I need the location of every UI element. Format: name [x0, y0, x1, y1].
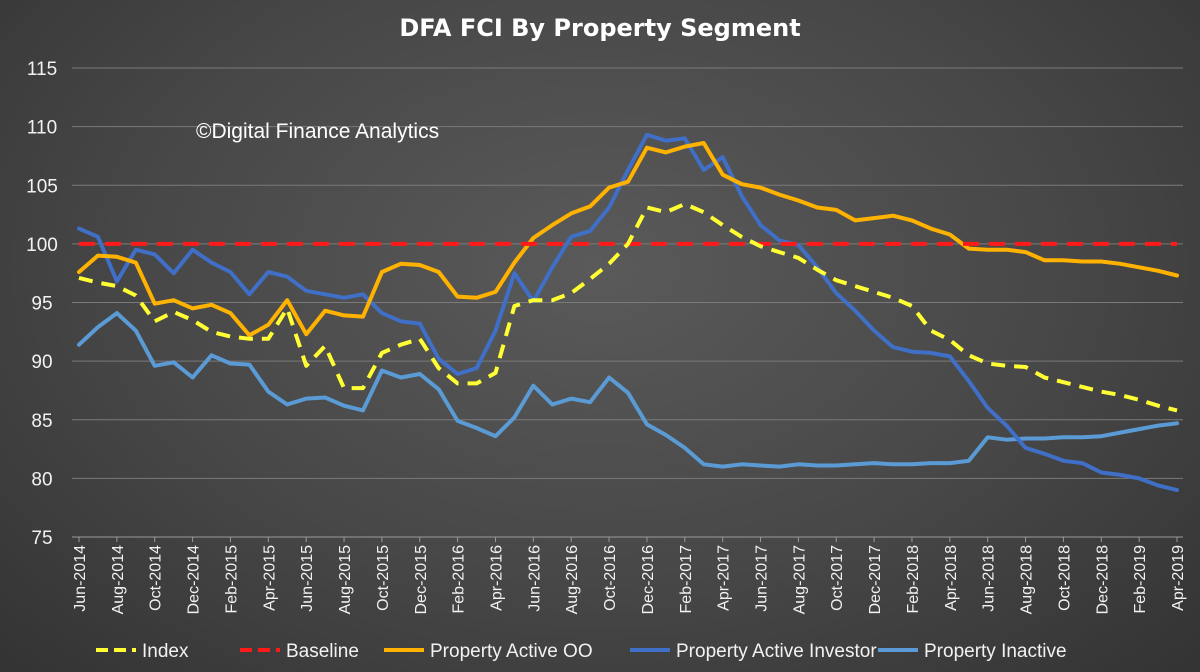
x-tick-label: Apr-2019 [1170, 545, 1187, 611]
x-tick-label: Jun-2018 [981, 545, 998, 612]
x-tick-label: Dec-2014 [186, 545, 203, 614]
x-tick-label: Dec-2018 [1094, 545, 1111, 614]
chart-title: DFA FCI By Property Segment [399, 14, 800, 42]
x-tick-label: Jun-2016 [526, 545, 543, 612]
x-tick-label: Aug-2015 [337, 545, 354, 614]
y-tick-label: 90 [31, 352, 52, 373]
x-tick-label: Feb-2016 [451, 545, 468, 614]
legend-label: Property Inactive [924, 641, 1067, 662]
x-tick-label: Dec-2017 [867, 545, 884, 614]
y-axis: 75 80 85 90 95 100 105 110 115 [26, 59, 58, 549]
x-tick-label: Aug-2017 [791, 545, 808, 614]
series-line-property-active-investor [77, 132, 1179, 493]
x-tick-label: Oct-2018 [1056, 545, 1073, 611]
y-tick-label: 85 [31, 411, 52, 432]
x-tick-label: Jun-2014 [72, 545, 89, 612]
legend-label: Property Active OO [430, 641, 593, 662]
x-tick-label: Oct-2017 [829, 545, 846, 611]
x-tick-label: Dec-2015 [413, 545, 430, 614]
x-axis: Jun-2014 Aug-2014 Oct-2014 Dec-2014 Feb-2015… [72, 537, 1187, 614]
y-tick-label: 100 [26, 235, 58, 256]
x-tick-label: Feb-2019 [1132, 545, 1149, 614]
series-line-property-active-oo [77, 141, 1179, 338]
x-tick-label: Apr-2015 [261, 545, 278, 611]
x-tick-label: Jun-2017 [754, 545, 771, 612]
x-tick-label: Feb-2015 [223, 545, 240, 614]
x-tick-label: Oct-2015 [375, 545, 392, 611]
x-tick-label: Apr-2017 [716, 545, 733, 611]
copyright-annotation: ©Digital Finance Analytics [196, 120, 439, 143]
x-tick-label: Oct-2016 [602, 545, 619, 611]
series-line-property-inactive [77, 311, 1179, 469]
series-lines [77, 132, 1179, 493]
x-tick-label: Aug-2014 [110, 545, 127, 614]
legend-label: Baseline [286, 641, 359, 662]
y-tick-label: 75 [31, 528, 52, 549]
x-tick-label: Apr-2016 [488, 545, 505, 611]
x-tick-label: Aug-2018 [1019, 545, 1036, 614]
x-tick-label: Oct-2014 [148, 545, 165, 611]
legend-label: Index [142, 641, 189, 662]
y-tick-label: 110 [27, 118, 57, 139]
legend-label: Property Active Investor [676, 641, 877, 662]
x-tick-label: Apr-2018 [943, 545, 960, 611]
y-tick-label: 105 [26, 176, 58, 197]
x-tick-label: Feb-2018 [905, 545, 922, 614]
x-tick-label: Feb-2017 [678, 545, 695, 614]
series-line-index [78, 202, 1178, 413]
legend: Index Baseline Property Active OO Property … [96, 641, 1067, 662]
y-tick-label: 80 [31, 469, 52, 490]
x-tick-label: Dec-2016 [640, 545, 657, 614]
x-tick-label: Jun-2015 [299, 545, 316, 612]
y-tick-label: 115 [27, 59, 57, 80]
y-tick-label: 95 [31, 294, 52, 315]
x-tick-label: Aug-2016 [564, 545, 581, 614]
